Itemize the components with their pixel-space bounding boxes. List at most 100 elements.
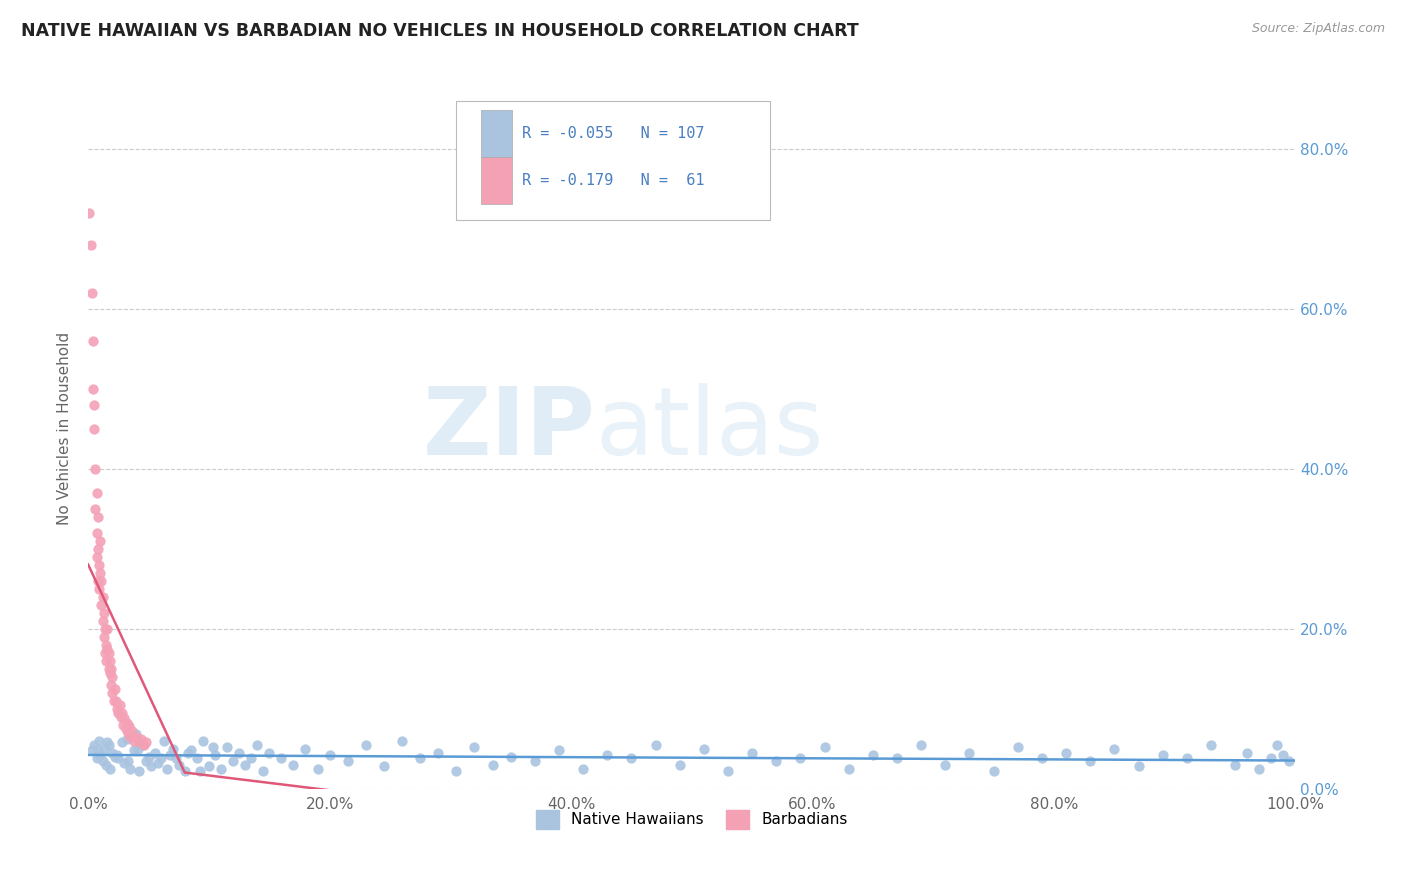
Point: [107, 751, 129, 765]
Point: [91, 590, 114, 604]
Point: [86, 549, 108, 564]
Point: [87, 541, 110, 556]
Point: [336, 754, 359, 768]
Point: [693, 741, 716, 756]
Point: [228, 746, 250, 760]
Point: [83, 421, 105, 435]
Point: [499, 749, 522, 764]
Point: [128, 764, 150, 778]
Text: Source: ZipAtlas.com: Source: ZipAtlas.com: [1251, 22, 1385, 36]
Point: [101, 685, 124, 699]
Y-axis label: No Vehicles in Household: No Vehicles in Household: [58, 332, 72, 525]
Point: [96, 653, 118, 667]
Point: [96, 622, 118, 636]
Point: [233, 757, 256, 772]
Point: [813, 739, 835, 754]
Point: [83, 398, 105, 412]
Point: [1104, 741, 1126, 756]
Point: [446, 764, 468, 778]
Point: [114, 722, 136, 736]
FancyBboxPatch shape: [457, 101, 770, 219]
Point: [94, 646, 117, 660]
Point: [153, 733, 176, 747]
Point: [80, 743, 103, 757]
Point: [204, 747, 226, 762]
Point: [115, 731, 138, 746]
Point: [83, 738, 105, 752]
Point: [132, 738, 155, 752]
Point: [97, 738, 120, 752]
Point: [1152, 747, 1174, 762]
Point: [1175, 751, 1198, 765]
Point: [135, 754, 157, 768]
Point: [191, 733, 214, 747]
Point: [96, 641, 118, 656]
Point: [463, 739, 485, 754]
Point: [97, 661, 120, 675]
Point: [101, 669, 124, 683]
Point: [120, 762, 142, 776]
Point: [354, 738, 377, 752]
Point: [112, 711, 135, 725]
Point: [1223, 757, 1246, 772]
Point: [131, 738, 153, 752]
Point: [105, 747, 128, 762]
Point: [129, 731, 152, 746]
Point: [87, 733, 110, 747]
Point: [644, 738, 666, 752]
Point: [100, 677, 122, 691]
Point: [156, 762, 179, 776]
Point: [1236, 746, 1258, 760]
Point: [391, 733, 413, 747]
Point: [959, 746, 981, 760]
Point: [80, 285, 103, 300]
Point: [86, 485, 108, 500]
Point: [186, 751, 208, 765]
Point: [91, 614, 114, 628]
Point: [89, 747, 111, 762]
Point: [84, 461, 107, 475]
Point: [910, 738, 932, 752]
Point: [87, 582, 110, 596]
Point: [93, 606, 115, 620]
Point: [717, 764, 740, 778]
Point: [111, 706, 134, 720]
Point: [209, 762, 232, 776]
Point: [201, 739, 224, 754]
Point: [135, 735, 157, 749]
Point: [934, 757, 956, 772]
Point: [159, 747, 181, 762]
FancyBboxPatch shape: [481, 158, 512, 203]
Point: [82, 382, 104, 396]
Point: [983, 764, 1005, 778]
Point: [252, 764, 274, 778]
Point: [90, 598, 112, 612]
Text: R = -0.055   N = 107: R = -0.055 N = 107: [522, 126, 704, 141]
Point: [215, 739, 238, 754]
Point: [1272, 747, 1295, 762]
Point: [886, 751, 908, 765]
Point: [1054, 746, 1077, 760]
Point: [97, 646, 120, 660]
Point: [111, 735, 134, 749]
Point: [548, 743, 571, 757]
Point: [122, 743, 145, 757]
Point: [257, 746, 280, 760]
FancyBboxPatch shape: [481, 111, 512, 156]
Point: [105, 701, 128, 715]
Point: [115, 715, 138, 730]
Point: [741, 746, 763, 760]
Point: [120, 730, 142, 744]
Point: [862, 747, 884, 762]
Point: [104, 693, 127, 707]
Text: R = -0.179   N =  61: R = -0.179 N = 61: [522, 173, 704, 188]
Point: [765, 754, 787, 768]
Point: [668, 757, 690, 772]
Point: [93, 741, 115, 756]
Point: [94, 622, 117, 636]
Point: [112, 756, 135, 770]
Point: [122, 733, 145, 747]
Point: [79, 237, 101, 252]
Point: [108, 698, 131, 712]
Point: [87, 743, 110, 757]
